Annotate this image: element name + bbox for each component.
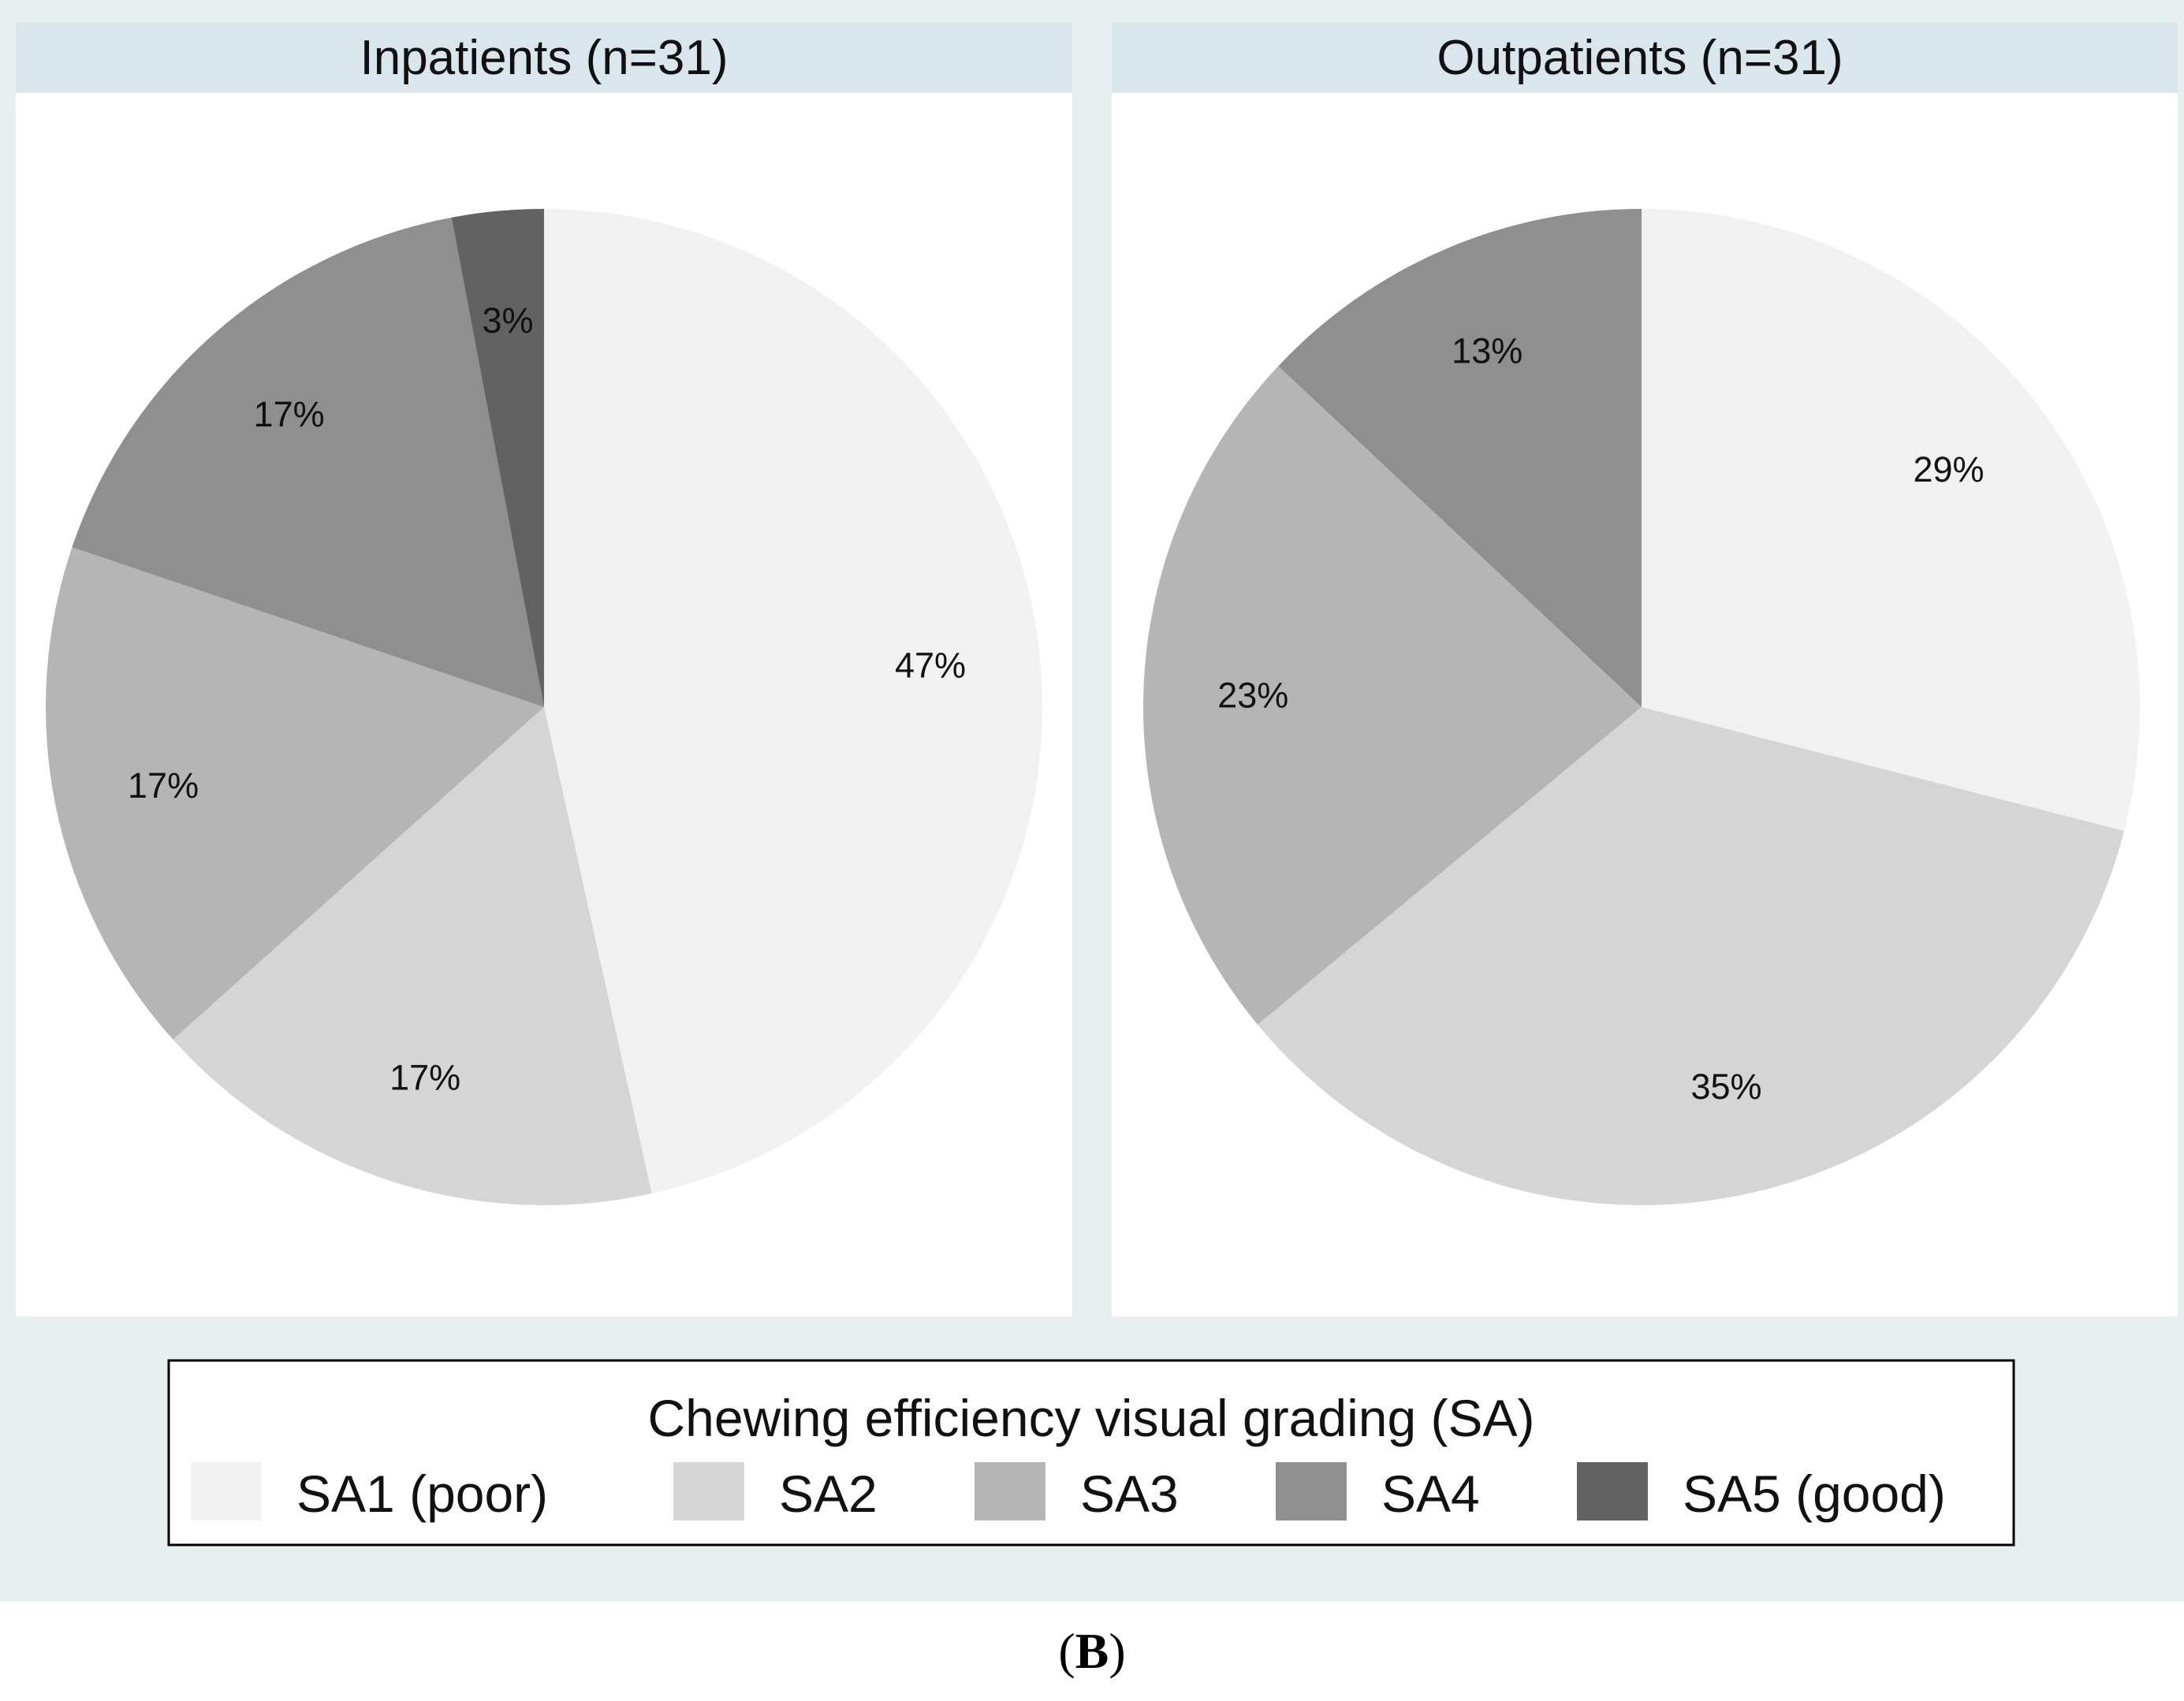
legend-title: Chewing efficiency visual grading (SA) bbox=[648, 1389, 1535, 1447]
pie-label-sa4: 17% bbox=[254, 394, 325, 434]
legend-box bbox=[167, 1359, 2015, 1547]
panel-inpatients-header bbox=[16, 22, 1072, 93]
pie-slice-sa4 bbox=[1278, 209, 1642, 707]
pie-slice-sa1 bbox=[1642, 209, 2140, 832]
legend-swatch-sa4 bbox=[1276, 1462, 1347, 1520]
legend-swatch-sa2 bbox=[673, 1462, 744, 1520]
legend-label-sa4: SA4 bbox=[1381, 1465, 1480, 1523]
figure-caption: (B) bbox=[1058, 1623, 1125, 1679]
panel-outpatients-header bbox=[1112, 22, 2178, 93]
pie-outpatients: 29% 35% 23% 13% bbox=[1142, 209, 2140, 1205]
caption-letter: B bbox=[1075, 1623, 1109, 1679]
pie-label-sa1: 47% bbox=[895, 645, 966, 685]
panel-outpatients-title: Outpatients (n=31) bbox=[1437, 31, 1843, 85]
pie-slice-sa3 bbox=[46, 547, 544, 1040]
legend-swatch-sa3 bbox=[975, 1462, 1045, 1520]
panel-inpatients-title: Inpatients (n=31) bbox=[360, 31, 728, 85]
pie-slice-sa4 bbox=[72, 217, 545, 708]
legend-swatch-sa5 bbox=[1577, 1462, 1648, 1520]
pie-label-sa3: 23% bbox=[1217, 676, 1288, 716]
pie-inpatients: 47% 17% 17% 17% 3% bbox=[46, 209, 1043, 1205]
legend-label-sa5: SA5 (good) bbox=[1683, 1465, 1946, 1523]
pie-label-sa1: 29% bbox=[1913, 449, 1984, 489]
caption-open-paren: ( bbox=[1058, 1623, 1075, 1679]
pie-slice-sa1 bbox=[544, 209, 1043, 1194]
pie-label-sa3: 17% bbox=[128, 765, 199, 806]
pie-slice-sa2 bbox=[173, 707, 652, 1205]
pie-label-sa2: 17% bbox=[389, 1057, 460, 1097]
pie-label-sa4: 13% bbox=[1452, 331, 1522, 371]
pie-label-sa2: 35% bbox=[1690, 1066, 1761, 1107]
legend: Chewing efficiency visual grading (SA) S… bbox=[167, 1359, 2015, 1547]
pie-slice-sa3 bbox=[1142, 366, 1642, 1025]
pie-slice-sa2 bbox=[1258, 707, 2125, 1205]
caption-close-paren: ) bbox=[1109, 1623, 1125, 1679]
legend-label-sa3: SA3 bbox=[1080, 1465, 1179, 1523]
legend-swatch-sa1 bbox=[191, 1462, 262, 1520]
panel-inpatients: Inpatients (n=31) 47% 17% 17% 17% 3% bbox=[16, 22, 1072, 1316]
legend-label-sa2: SA2 bbox=[779, 1465, 878, 1523]
legend-label-sa1: SA1 (poor) bbox=[296, 1465, 548, 1523]
panel-outpatients: Outpatients (n=31) 29% 35% 23% 13% bbox=[1112, 22, 2178, 1316]
pie-slice-sa5 bbox=[451, 209, 544, 707]
pie-label-sa5: 3% bbox=[483, 300, 534, 341]
